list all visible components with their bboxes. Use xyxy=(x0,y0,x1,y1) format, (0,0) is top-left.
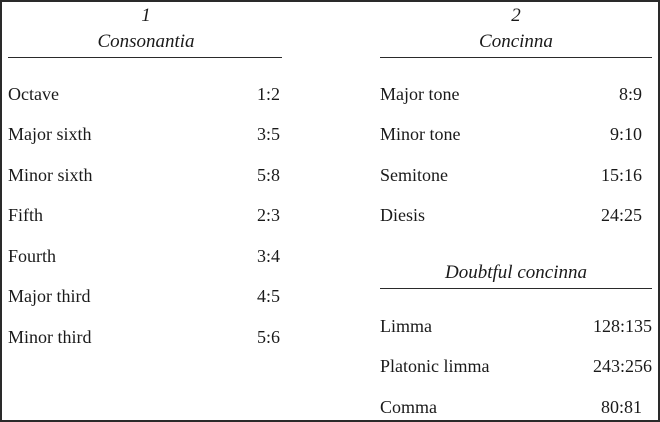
table-row: Platonic limma 243:256 xyxy=(380,357,652,375)
interval-ratio: 9:10 xyxy=(609,124,642,144)
interval-ratio: 24:25 xyxy=(600,205,642,225)
interval-name: Minor third xyxy=(8,327,92,347)
interval-ratio: 2:3 xyxy=(256,205,280,225)
table-row: Semitone 15:16 xyxy=(380,166,642,184)
interval-ratio: 243:256 xyxy=(592,356,652,376)
interval-ratio: 1:2 xyxy=(256,84,280,104)
table-row: Major tone 8:9 xyxy=(380,85,642,103)
interval-name: Comma xyxy=(380,397,437,417)
table-row: Minor third 5:6 xyxy=(8,328,280,346)
interval-name: Major third xyxy=(8,286,91,306)
table-row: Minor tone 9:10 xyxy=(380,125,642,143)
interval-name: Diesis xyxy=(380,205,425,225)
column2-number: 2 xyxy=(511,5,521,26)
interval-ratio: 4:5 xyxy=(256,286,280,306)
interval-name: Major sixth xyxy=(8,124,92,144)
interval-name: Semitone xyxy=(380,165,448,185)
column1-title: Consonantia xyxy=(97,31,195,52)
interval-name: Fourth xyxy=(8,246,57,266)
table-row: Fourth 3:4 xyxy=(8,247,280,265)
interval-ratio: 8:9 xyxy=(618,84,642,104)
interval-ratio: 5:8 xyxy=(256,165,280,185)
column2-subtitle: Doubtful concinna xyxy=(445,262,587,283)
column2-rule xyxy=(380,57,652,58)
column1-number: 1 xyxy=(141,5,151,26)
interval-ratio: 3:5 xyxy=(256,124,280,144)
table-row: Octave 1:2 xyxy=(8,85,280,103)
table-row: Major third 4:5 xyxy=(8,287,280,305)
interval-name: Fifth xyxy=(8,205,44,225)
interval-name: Octave xyxy=(8,84,59,104)
interval-name: Minor tone xyxy=(380,124,461,144)
table-row: Comma 80:81 xyxy=(380,398,642,416)
column1-rule xyxy=(8,57,282,58)
interval-name: Major tone xyxy=(380,84,460,104)
table-row: Major sixth 3:5 xyxy=(8,125,280,143)
interval-name: Platonic limma xyxy=(380,356,490,376)
interval-ratio: 3:4 xyxy=(256,246,280,266)
interval-ratio: 80:81 xyxy=(600,397,642,417)
table-row: Diesis 24:25 xyxy=(380,206,642,224)
table-row: Minor sixth 5:8 xyxy=(8,166,280,184)
interval-ratio: 128:135 xyxy=(592,316,652,336)
table-row: Limma 128:135 xyxy=(380,317,652,335)
interval-ratio: 15:16 xyxy=(600,165,642,185)
column2-subtitle-rule xyxy=(380,288,652,289)
interval-name: Limma xyxy=(380,316,432,336)
interval-name: Minor sixth xyxy=(8,165,93,185)
interval-ratio: 5:6 xyxy=(256,327,280,347)
column2-title: Concinna xyxy=(479,31,553,52)
table-row: Fifth 2:3 xyxy=(8,206,280,224)
